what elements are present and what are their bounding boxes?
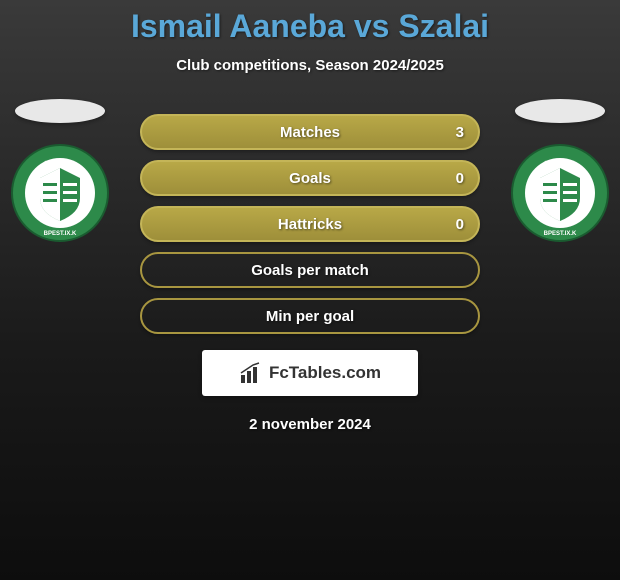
player-ellipse-right: [515, 99, 605, 123]
stat-label: Matches: [142, 124, 478, 141]
stat-bar-hattricks: Hattricks 0: [140, 206, 480, 242]
player-ellipse-left: [15, 99, 105, 123]
svg-text:BPEST.IX.K: BPEST.IX.K: [44, 231, 77, 237]
svg-text:99: 99: [580, 207, 587, 213]
stat-bar-goals: Goals 0: [140, 160, 480, 196]
svg-text:99: 99: [80, 207, 87, 213]
badges-container: FERENCVÁROSI TORNA CLUB BPEST.IX.K 18 99: [0, 114, 620, 334]
left-player-badge-area: FERENCVÁROSI TORNA CLUB BPEST.IX.K 18 99: [10, 99, 110, 243]
subtitle: Club competitions, Season 2024/2025: [0, 57, 620, 74]
right-player-badge-area: FERENCVÁROSI TORNA CLUB BPEST.IX.K 18 99: [510, 99, 610, 243]
fctables-logo-box: FcTables.com: [202, 350, 418, 396]
ferencvaros-badge-icon: FERENCVÁROSI TORNA CLUB BPEST.IX.K 18 99: [510, 143, 610, 243]
logo-text: FcTables.com: [269, 363, 381, 383]
club-badge-right: FERENCVÁROSI TORNA CLUB BPEST.IX.K 18 99: [510, 143, 610, 243]
stat-label: Min per goal: [142, 308, 478, 325]
stat-bar-min-per-goal: Min per goal: [140, 298, 480, 334]
stat-value: 3: [456, 124, 464, 141]
stat-bar-matches: Matches 3: [140, 114, 480, 150]
stat-value: 0: [456, 170, 464, 187]
bar-chart-icon: [239, 361, 263, 385]
stats-container: Matches 3 Goals 0 Hattricks 0 Goals per …: [140, 114, 480, 334]
page-title: Ismail Aaneba vs Szalai: [0, 8, 620, 45]
svg-text:18: 18: [32, 207, 39, 213]
svg-text:BPEST.IX.K: BPEST.IX.K: [544, 231, 577, 237]
svg-text:18: 18: [532, 207, 539, 213]
stat-bar-goals-per-match: Goals per match: [140, 252, 480, 288]
stat-label: Goals: [142, 170, 478, 187]
ferencvaros-badge-icon: FERENCVÁROSI TORNA CLUB BPEST.IX.K 18 99: [10, 143, 110, 243]
stat-label: Hattricks: [142, 216, 478, 233]
date-label: 2 november 2024: [0, 416, 620, 433]
club-badge-left: FERENCVÁROSI TORNA CLUB BPEST.IX.K 18 99: [10, 143, 110, 243]
stat-label: Goals per match: [142, 262, 478, 279]
logo-content: FcTables.com: [239, 361, 381, 385]
stat-value: 0: [456, 216, 464, 233]
